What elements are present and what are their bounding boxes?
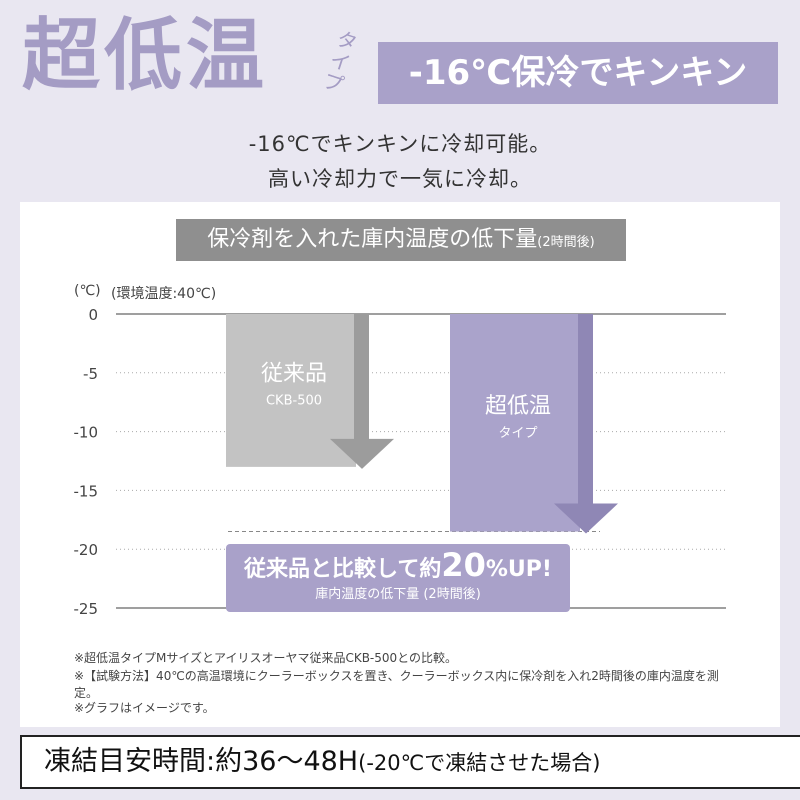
y-tick-label: 0	[88, 306, 98, 324]
lead-line-1: -16℃でキンキンに冷却可能。	[248, 132, 552, 156]
y-tick-label: -25	[74, 600, 99, 618]
y-tick-label: -15	[74, 482, 99, 500]
chart-title-note: (2時間後)	[537, 235, 595, 250]
bar-label: 従来品	[261, 361, 327, 386]
note-3: ※グラフはイメージです。	[74, 701, 215, 715]
highlight-box: 従来品と比較して約20%UP! 庫内温度の低下量 (2時間後)	[226, 544, 570, 612]
bar-arrow-shaft	[354, 314, 369, 441]
environment-condition: (環境温度:40℃)	[111, 286, 217, 302]
y-tick-label: -20	[74, 541, 99, 559]
footer-note: (-20℃で凍結させた場合)	[358, 751, 601, 775]
bar-arrow-shaft	[578, 314, 593, 506]
bar-sublabel: CKB-500	[266, 393, 322, 408]
banner: -16℃保冷でキンキン	[378, 42, 778, 104]
freezing-time-footer: 凍結目安時間:約36〜48H(-20℃で凍結させた場合)	[20, 735, 800, 789]
lead-line-2: 高い冷却力で一気に冷却。	[268, 167, 532, 191]
highlight-pre: 従来品と比較して約	[244, 557, 442, 582]
chart-title: 保冷剤を入れた庫内温度の低下量(2時間後)	[176, 219, 626, 261]
bar-label: 超低温	[485, 394, 551, 419]
note-2: ※【試験方法】40℃の高温環境にクーラーボックスを置き、クーラーボックス内に保冷…	[74, 669, 719, 700]
bar-arrow-head	[330, 438, 394, 469]
note-1: ※超低温タイプMサイズとアイリスオーヤマ従来品CKB-500との比較。	[74, 651, 458, 665]
bar-arrow-head	[554, 503, 618, 534]
chart-title-text: 保冷剤を入れた庫内温度の低下量	[207, 227, 538, 252]
footer-main: 凍結目安時間:約36〜48H	[44, 746, 359, 777]
bar	[450, 314, 580, 532]
page-title: 超低温	[22, 11, 269, 101]
highlight-sub: 庫内温度の低下量 (2時間後)	[315, 587, 481, 602]
highlight-main: 従来品と比較して約20%UP!	[226, 549, 570, 585]
highlight-post: %UP!	[485, 557, 552, 582]
y-tick-label: -5	[83, 365, 98, 383]
chart-card	[20, 202, 780, 727]
highlight-big: 20	[441, 546, 486, 584]
y-tick-label: -10	[74, 424, 99, 442]
y-axis-unit: (℃)	[74, 283, 101, 299]
bar-sublabel: タイプ	[498, 426, 537, 441]
